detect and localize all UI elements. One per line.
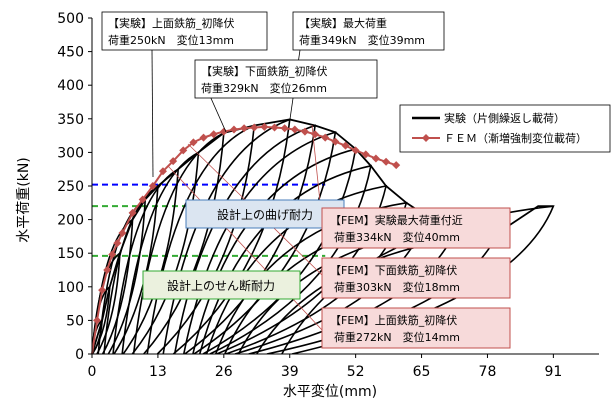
fem-point (108, 250, 117, 259)
svg-text:荷重272kN 変位14mm: 荷重272kN 変位14mm (334, 330, 460, 344)
x-tick-label: 78 (479, 364, 497, 380)
svg-text:【FEM】実験最大荷重付近: 【FEM】実験最大荷重付近 (330, 213, 463, 227)
annotation-fem-bottom-yield: 【FEM】下面鉄筋_初降伏 荷重303kN 変位18mm (321, 257, 511, 299)
svg-text:荷重329kN 変位26mm: 荷重329kN 変位26mm (201, 81, 327, 95)
svg-text:【FEM】上面鉄筋_初降伏: 【FEM】上面鉄筋_初降伏 (330, 313, 457, 327)
fem-series (91, 122, 401, 355)
annotation-exp-bottom-yield: 【実験】下面鉄筋_初降伏 荷重329kN 変位26mm (194, 59, 378, 99)
y-tick-label: 150 (57, 246, 84, 262)
annotation-fem-near-max: 【FEM】実験最大荷重付近 荷重334kN 変位40mm (321, 207, 511, 249)
fem-point (209, 130, 218, 139)
x-tick-label: 65 (413, 364, 431, 380)
annotation-fem-top-yield: 【FEM】上面鉄筋_初降伏 荷重272kN 変位14mm (321, 307, 511, 349)
y-tick-label: 100 (57, 280, 84, 296)
svg-text:荷重250kN 変位13mm: 荷重250kN 変位13mm (108, 33, 234, 47)
fem-point (148, 182, 157, 190)
fem-point (189, 138, 198, 147)
x-tick-label: 91 (544, 364, 562, 380)
y-tick-label: 500 (57, 11, 84, 27)
svg-text:設計上のせん断耐力: 設計上のせん断耐力 (167, 278, 275, 293)
fem-point (169, 157, 178, 166)
legend-fem-label: ＦＥＭ（漸増強制変位載荷） (444, 131, 587, 145)
y-tick-label: 200 (57, 213, 84, 229)
fem-point (158, 167, 167, 176)
x-tick-label: 13 (149, 364, 167, 380)
y-tick-label: 250 (57, 179, 84, 195)
fem-point (382, 157, 391, 166)
annotation-design-bending: 設計上の曲げ耐力 (185, 199, 345, 229)
fem-point (118, 229, 127, 238)
fem-point (93, 316, 102, 325)
y-tick-label: 400 (57, 78, 84, 94)
fem-point (321, 133, 330, 142)
y-tick-label: 350 (57, 112, 84, 128)
y-tick-label: 300 (57, 145, 84, 161)
fem-point (219, 127, 228, 136)
svg-text:荷重303kN 変位18mm: 荷重303kN 変位18mm (334, 280, 460, 294)
svg-text:荷重334kN 変位40mm: 荷重334kN 変位40mm (334, 230, 460, 244)
legend-experiment-label: 実験（片側繰返し載荷） (444, 111, 565, 125)
leader-fem-top-yield (167, 165, 323, 331)
y-tick-label: 50 (66, 313, 84, 329)
fem-point (179, 146, 188, 155)
fem-point (199, 133, 208, 142)
fem-point (98, 286, 107, 295)
fem-point (113, 239, 122, 248)
annotation-exp-top-yield: 【実験】上面鉄筋_初降伏 荷重250kN 変位13mm (101, 11, 268, 51)
y-tick-label: 0 (75, 347, 84, 363)
x-tick-label: 0 (88, 364, 97, 380)
y-tick-label: 450 (57, 45, 84, 61)
svg-text:設計上の曲げ耐力: 設計上の曲げ耐力 (217, 207, 313, 222)
svg-text:荷重349kN 変位39mm: 荷重349kN 変位39mm (299, 33, 425, 47)
fem-point (290, 125, 299, 134)
svg-text:【実験】最大荷重: 【実験】最大荷重 (299, 16, 387, 30)
fem-line (91, 125, 397, 355)
fem-point (351, 146, 360, 155)
leader-exp-top-yield (151, 49, 154, 178)
legend: 実験（片側繰返し載荷） ＦＥＭ（漸増強制変位載荷） (399, 104, 611, 153)
fem-point (361, 150, 370, 159)
x-tick-labels: 0 13 26 39 52 65 78 91 (88, 354, 562, 380)
x-tick-label: 39 (281, 364, 299, 380)
fem-point (331, 137, 340, 146)
leader-exp-bottom-yield (209, 95, 227, 133)
annotation-exp-max: 【実験】最大荷重 荷重349kN 変位39mm (292, 11, 445, 51)
x-tick-label: 52 (347, 364, 365, 380)
fem-point (138, 195, 147, 204)
y-axis-label: 水平荷重(kN) (16, 157, 32, 243)
fem-point (250, 123, 259, 132)
fem-point (392, 161, 401, 170)
x-axis-label: 水平変位(mm) (283, 383, 377, 400)
annotation-design-shear: 設計上のせん断耐力 (142, 270, 301, 300)
x-tick-label: 26 (215, 364, 233, 380)
fem-point (270, 123, 279, 132)
fem-point (240, 124, 249, 133)
svg-text:【実験】上面鉄筋_初降伏: 【実験】上面鉄筋_初降伏 (108, 16, 235, 30)
fem-point (371, 154, 380, 163)
fem-point (229, 125, 238, 134)
fem-point (280, 124, 289, 133)
svg-text:【実験】下面鉄筋_初降伏: 【実験】下面鉄筋_初降伏 (201, 64, 328, 78)
fem-point (103, 266, 112, 274)
svg-text:【FEM】下面鉄筋_初降伏: 【FEM】下面鉄筋_初降伏 (330, 263, 457, 277)
fem-point (260, 122, 269, 131)
fem-point (300, 127, 309, 136)
fem-point (341, 141, 350, 150)
y-tick-labels: 0 50 100 150 200 250 300 350 400 450 500 (57, 11, 92, 363)
fem-point (128, 208, 137, 217)
legend-fem-marker (422, 134, 430, 142)
